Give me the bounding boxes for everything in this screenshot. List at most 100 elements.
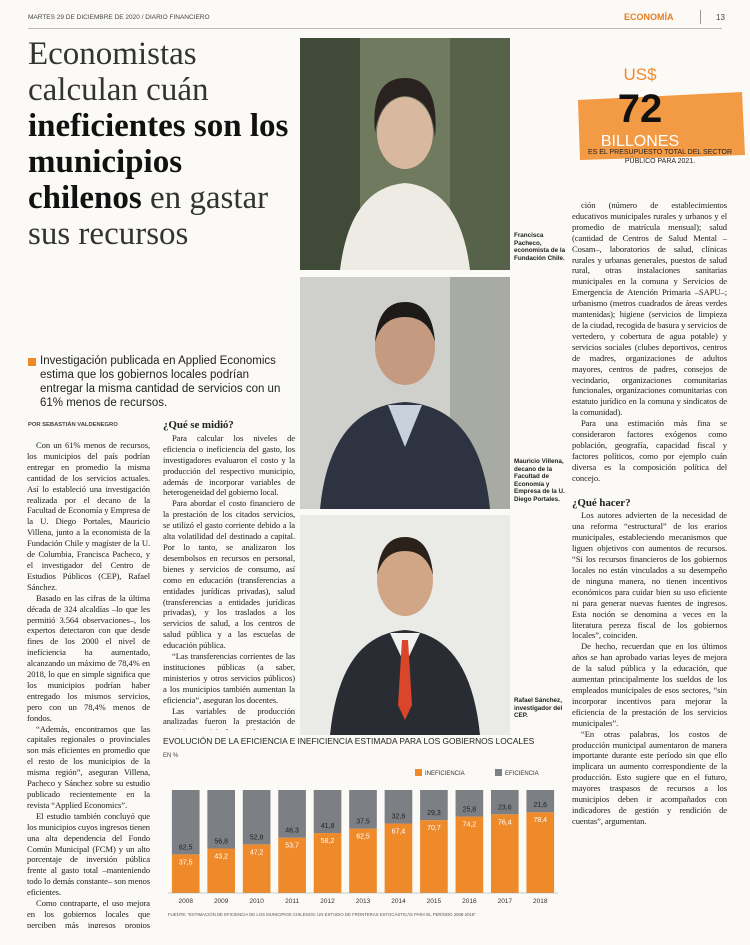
value-label: 23,6 <box>498 804 512 811</box>
bar <box>455 790 484 817</box>
divider <box>700 10 701 24</box>
bar <box>420 790 448 821</box>
value-label: 56,8 <box>214 839 228 846</box>
legend-swatch <box>415 769 422 776</box>
x-tick-label: 2016 <box>462 898 477 905</box>
value-label: 53,7 <box>285 843 299 850</box>
value-label: 37,5 <box>179 859 193 866</box>
value-label: 67,4 <box>392 829 406 836</box>
value-label: 62,5 <box>179 844 193 851</box>
photo <box>300 38 510 270</box>
value-label: 32,6 <box>392 814 406 821</box>
bar <box>526 812 555 893</box>
paragraph: Las variables de producción analizadas f… <box>163 705 295 730</box>
x-tick-label: 2008 <box>178 898 193 905</box>
legend-swatch <box>495 769 502 776</box>
value-label: 37,5 <box>356 819 370 826</box>
bar <box>313 790 342 834</box>
rule <box>28 28 722 29</box>
column: ¿Qué se midió? Para calcular los niveles … <box>163 418 295 730</box>
headline: Economistas calculan cuán ineficientes s… <box>28 36 300 252</box>
bar <box>526 790 555 813</box>
value-label: 46,3 <box>285 828 299 835</box>
bar <box>207 848 236 893</box>
bar <box>242 844 271 893</box>
bar <box>278 790 306 838</box>
paragraph: “Además, encontramos que las capitales r… <box>27 723 150 810</box>
callout-band <box>578 92 745 160</box>
paragraph: Como contraparte, el uso mejora en los g… <box>27 898 150 928</box>
chart-title: EVOLUCIÓN DE LA EFICIENCIA E INEFICIENCI… <box>163 736 535 746</box>
paragraph: Para una estimación más fina se consider… <box>572 418 727 483</box>
legend-label: EFICIENCIA <box>505 771 539 777</box>
x-tick-label: 2018 <box>533 898 548 905</box>
value-label: 25,8 <box>463 807 477 814</box>
bar <box>278 837 306 893</box>
headline-part: ineficientes son los municipios chilenos <box>28 108 289 216</box>
caption: Mauricio Villena, decano de la Facultad … <box>514 458 565 503</box>
bullet <box>28 358 36 366</box>
paragraph: El estudio también concluyó que los muni… <box>27 810 150 898</box>
photo <box>300 515 510 735</box>
bar <box>207 790 236 849</box>
x-tick-label: 2014 <box>391 898 406 905</box>
bar <box>313 833 342 893</box>
paragraph: Con un 61% menos de recursos, los munici… <box>27 440 150 592</box>
column: Con un 61% menos de recursos, los munici… <box>27 440 150 928</box>
value-label: 21,6 <box>533 802 547 809</box>
value-label: 41,8 <box>321 823 335 830</box>
x-tick-label: 2013 <box>356 898 371 905</box>
x-tick-label: 2017 <box>498 898 513 905</box>
bar <box>420 820 448 893</box>
dateline: MARTES 29 DE DICIEMBRE DE 2020 / DIARIO … <box>28 14 210 21</box>
value-label: 62,5 <box>356 834 370 841</box>
x-tick-label: 2010 <box>249 898 264 905</box>
paragraph: “Las transferencias corrientes de las in… <box>163 651 295 705</box>
paragraph: De hecho, recuerdan que en los últimos a… <box>572 641 727 728</box>
x-tick-label: 2009 <box>214 898 229 905</box>
bar <box>242 790 271 845</box>
column: ción (número de establecimientos educati… <box>572 200 727 932</box>
value-label: 52,8 <box>250 834 264 841</box>
photo <box>300 277 510 509</box>
lead: Investigación publicada en Applied Econo… <box>40 355 281 409</box>
page-number: 13 <box>716 13 725 22</box>
paragraph: Para calcular los niveles de eficiencia … <box>163 432 295 498</box>
bar <box>171 790 200 855</box>
legend-label: INEFICIENCIA <box>425 771 465 777</box>
headline-part: Economistas calculan cuán <box>28 36 209 108</box>
paragraph: “En otras palabras, los costos de produc… <box>572 728 727 826</box>
source: FUENTE: “ESTIMACIÓN DE EFICIENCIA DE LOS… <box>168 912 476 917</box>
bar <box>490 790 519 815</box>
bar <box>171 854 200 893</box>
callout-text: ES EL PRESUPUESTO TOTAL DEL SECTOR PÚBLI… <box>587 149 733 165</box>
bar <box>455 816 484 893</box>
heading: ¿Qué se midió? <box>163 419 234 431</box>
paragraph: ción (número de establecimientos educati… <box>572 200 727 418</box>
bar <box>384 790 413 824</box>
paragraph: Los autores advierten de la necesidad de… <box>572 510 727 641</box>
bar <box>490 814 519 893</box>
axis-label: EN % <box>163 753 179 759</box>
value-label: 74,2 <box>463 822 477 829</box>
paragraph: Basado en las cifras de la última década… <box>27 592 150 723</box>
value-label: 70,7 <box>427 825 441 832</box>
value-label: 78,4 <box>533 817 547 824</box>
value-label: 58,2 <box>321 838 335 845</box>
value-label: 29,3 <box>427 810 441 817</box>
callout-currency: US$ <box>623 65 657 84</box>
heading: ¿Qué hacer? <box>572 496 631 509</box>
x-tick-label: 2015 <box>427 898 442 905</box>
byline: POR SEBASTIÁN VALDENEGRO <box>28 422 118 428</box>
bar <box>384 823 413 893</box>
value-label: 76,4 <box>498 819 512 826</box>
chart: EVOLUCIÓN DE LA EFICIENCIA E INEFICIENCI… <box>163 736 558 917</box>
bar <box>349 828 377 893</box>
callout: US$ 72 BILLONES ES EL PRESUPUESTO TOTAL … <box>578 65 745 165</box>
headline-part: en gastar sus recursos <box>28 180 269 252</box>
paragraph: Para abordar el costo financiero de la p… <box>163 498 295 651</box>
value-label: 47,2 <box>250 849 264 856</box>
x-tick-label: 2012 <box>320 898 335 905</box>
bar <box>349 790 377 829</box>
